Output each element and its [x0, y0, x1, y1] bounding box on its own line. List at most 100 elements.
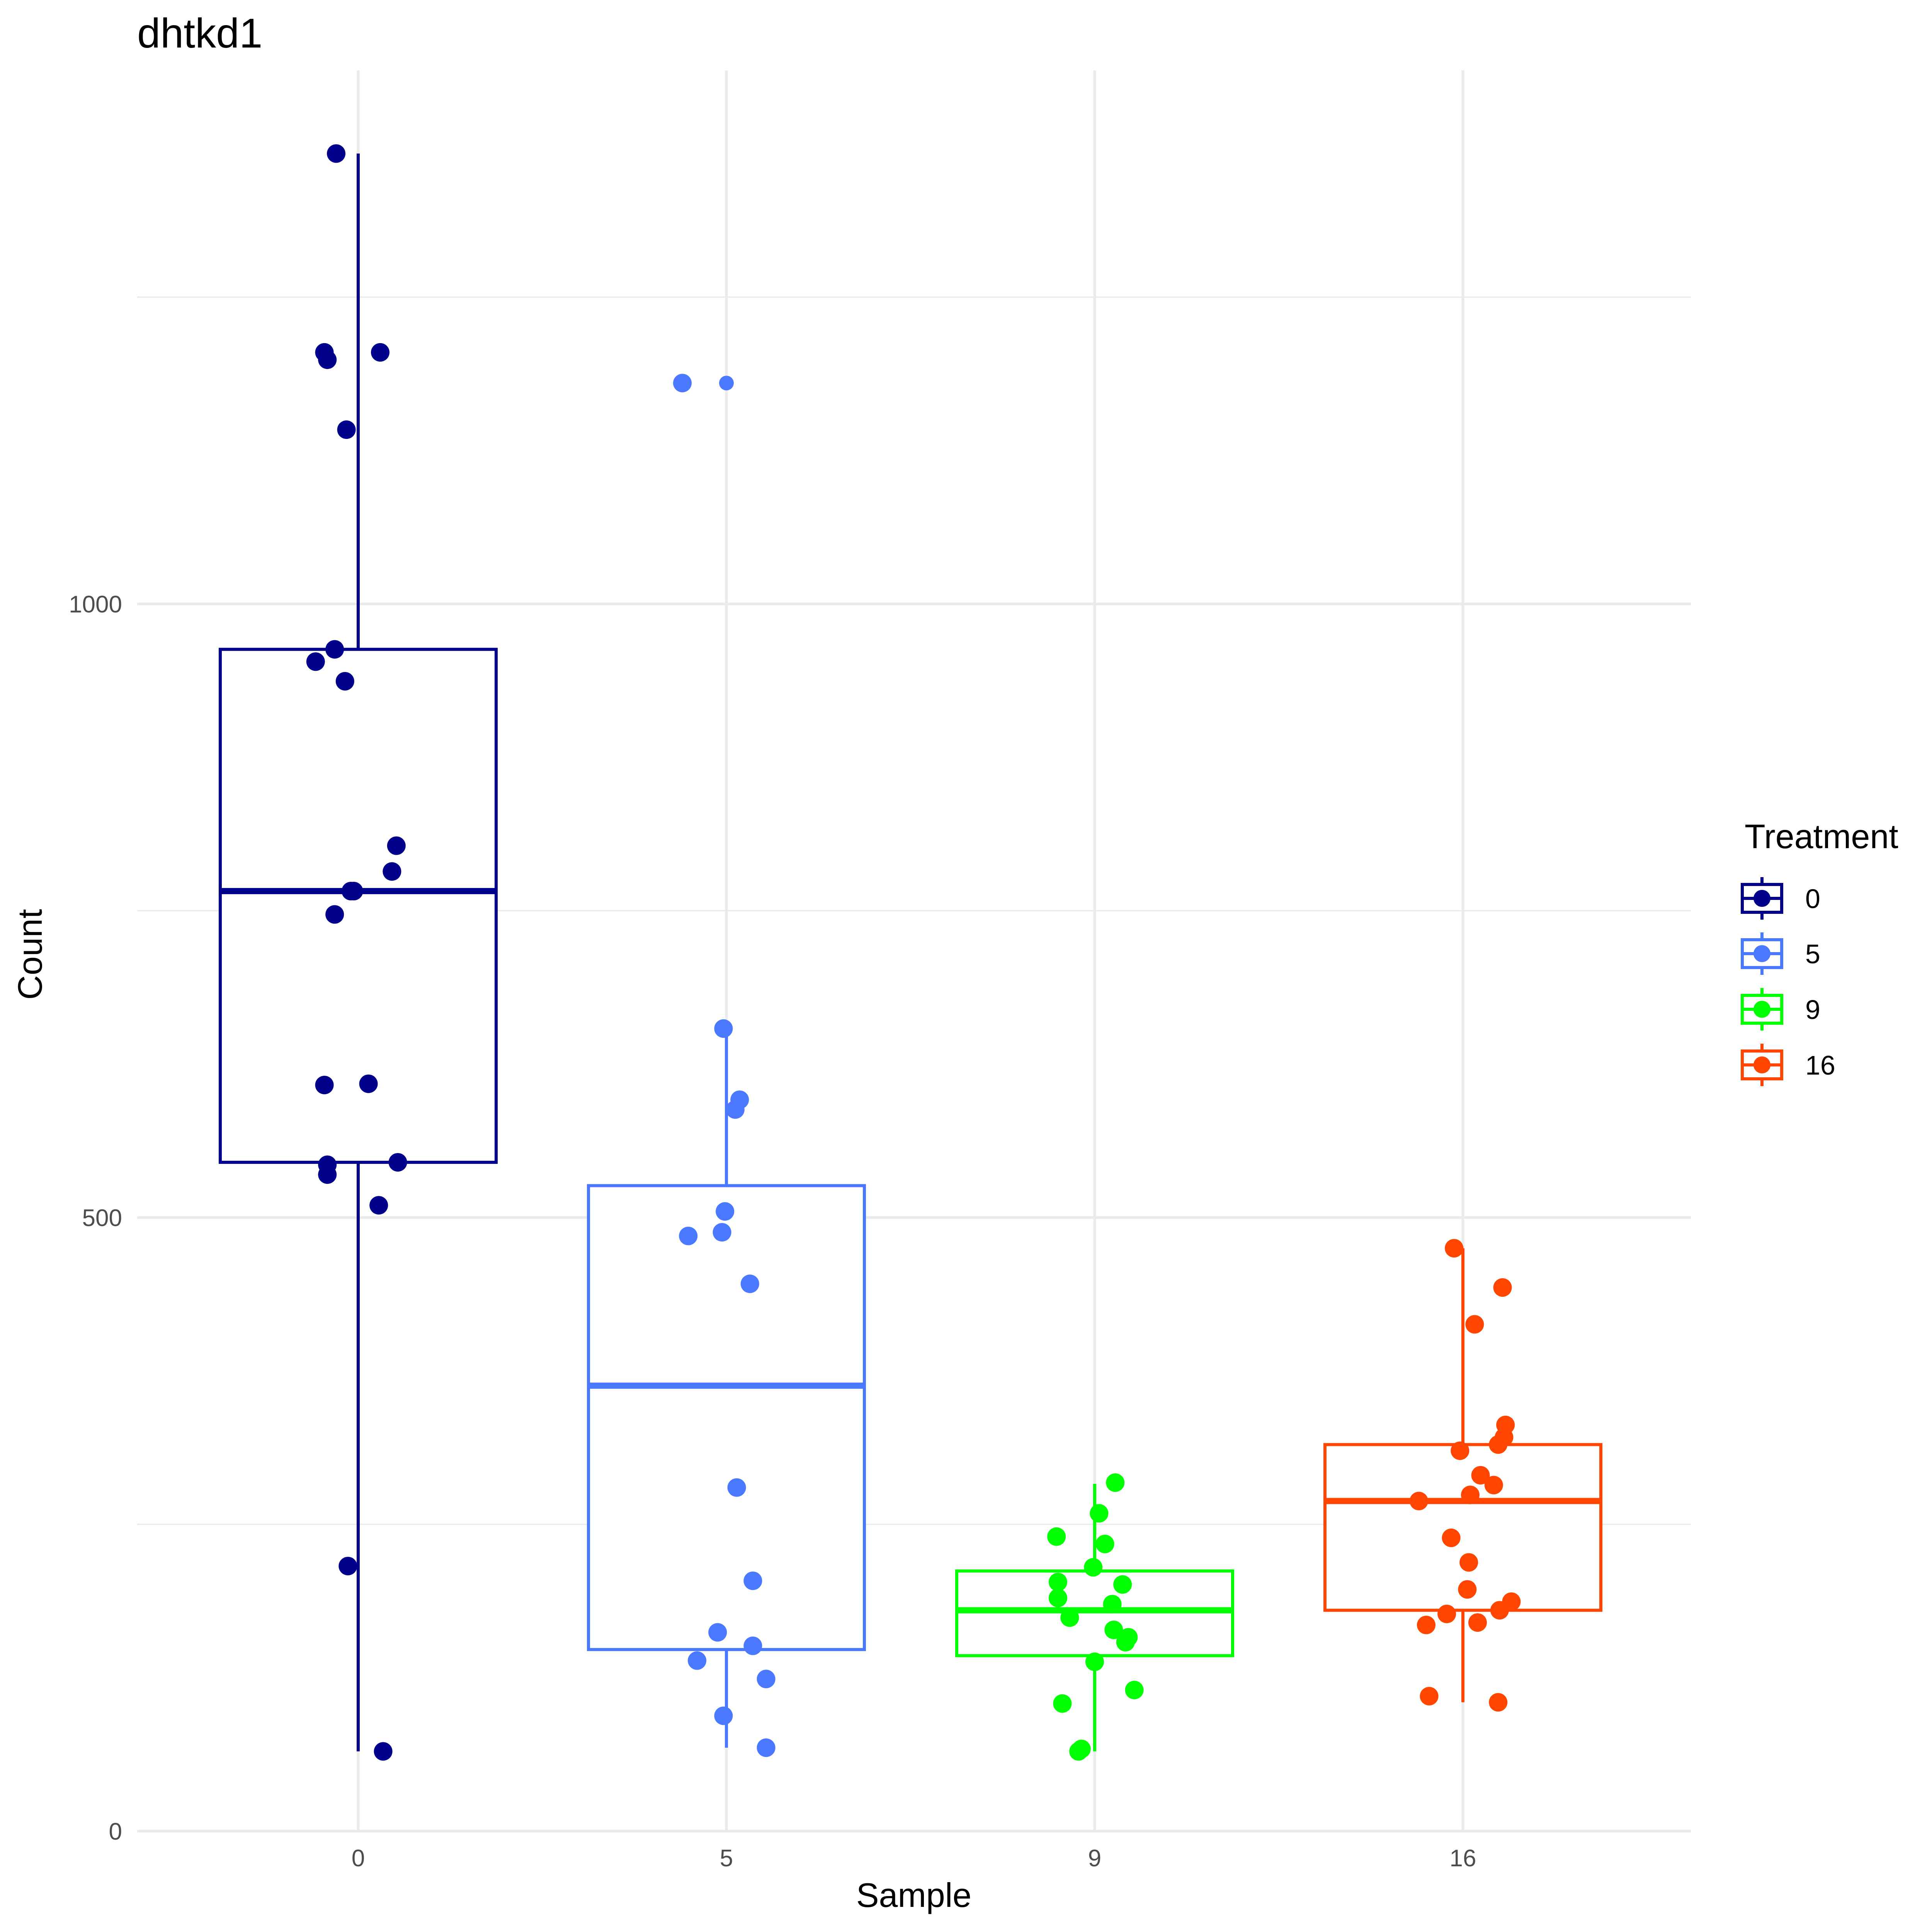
legend-entry-5: 5: [1741, 932, 1820, 975]
data-point: [1489, 1693, 1508, 1712]
data-point: [1116, 1633, 1135, 1651]
data-point: [325, 905, 344, 924]
data-point: [757, 1670, 776, 1689]
data-point: [708, 1623, 727, 1642]
data-point: [726, 1100, 745, 1119]
data-point: [679, 1226, 698, 1245]
data-point: [383, 862, 401, 881]
data-point: [318, 350, 337, 369]
data-point: [1085, 1652, 1104, 1671]
data-point: [344, 882, 363, 901]
outlier-point: [719, 376, 734, 391]
data-point: [1095, 1534, 1114, 1553]
x-tick-label-0: 0: [352, 1845, 365, 1872]
data-point: [315, 1075, 334, 1094]
data-point: [335, 672, 354, 691]
legend-label-5: 5: [1805, 939, 1820, 969]
data-point: [1458, 1580, 1477, 1599]
data-point: [374, 1742, 393, 1761]
data-point: [1459, 1553, 1478, 1572]
points: [306, 144, 1521, 1761]
legend-label-9: 9: [1805, 995, 1820, 1025]
legend-label-0: 0: [1805, 884, 1820, 914]
legend: Treatment 0 5 9 16: [1741, 817, 1898, 1086]
data-point: [1104, 1621, 1123, 1639]
data-point: [713, 1223, 731, 1242]
data-point: [743, 1571, 762, 1590]
data-point: [1049, 1573, 1067, 1592]
box-iqr: [219, 648, 498, 1164]
data-point: [1410, 1492, 1428, 1510]
data-point: [1420, 1687, 1439, 1706]
data-point: [1442, 1528, 1461, 1547]
boxes: [219, 153, 1602, 1752]
data-point: [371, 343, 389, 362]
data-point: [1484, 1476, 1503, 1495]
y-axis-title: Count: [11, 909, 49, 1000]
x-tick-label-5: 5: [720, 1845, 733, 1872]
data-point: [714, 1019, 733, 1038]
points-0: [306, 144, 407, 1761]
data-point: [1465, 1315, 1484, 1334]
data-point: [757, 1738, 776, 1757]
points-5: [673, 374, 776, 1757]
legend-key-point: [1753, 1001, 1770, 1018]
x-tick-label-9: 9: [1088, 1845, 1101, 1872]
data-point: [327, 144, 345, 163]
data-point: [1084, 1558, 1103, 1577]
data-point: [1090, 1504, 1109, 1523]
data-point: [1417, 1616, 1435, 1634]
data-point: [1451, 1441, 1469, 1460]
data-point: [727, 1478, 746, 1497]
box-0: [219, 153, 498, 1752]
data-point: [1461, 1485, 1480, 1504]
data-point: [740, 1274, 759, 1293]
legend-key-point: [1753, 1056, 1770, 1073]
legend-label-16: 16: [1805, 1050, 1835, 1080]
data-point: [369, 1196, 388, 1215]
y-tick-label-0: 0: [109, 1818, 122, 1845]
data-point: [306, 652, 325, 671]
data-point: [1069, 1742, 1088, 1761]
data-point: [388, 1153, 407, 1172]
data-point: [1049, 1588, 1067, 1607]
data-point: [338, 1556, 357, 1575]
points-9: [1047, 1473, 1144, 1761]
data-point: [716, 1202, 735, 1221]
y-tick-label-1000: 1000: [69, 591, 122, 618]
data-point: [1493, 1278, 1512, 1297]
data-point: [1113, 1575, 1132, 1594]
data-point: [1490, 1601, 1509, 1620]
data-point: [1106, 1473, 1125, 1492]
data-point: [1437, 1604, 1456, 1623]
data-point: [359, 1074, 378, 1093]
legend-title: Treatment: [1745, 817, 1898, 855]
data-point: [688, 1651, 706, 1670]
y-axis-ticks: 0 500 1000: [69, 591, 122, 1845]
x-axis-ticks: 0 5 9 16: [352, 1845, 1476, 1872]
data-point: [1125, 1680, 1144, 1699]
data-point: [318, 1165, 337, 1184]
box-iqr: [587, 1184, 866, 1651]
data-point: [387, 836, 406, 855]
x-tick-label-16: 16: [1450, 1845, 1476, 1872]
legend-entry-16: 16: [1741, 1044, 1835, 1086]
data-point: [325, 640, 344, 659]
data-point: [1445, 1239, 1464, 1258]
chart-title: dhtkd1: [137, 10, 262, 56]
data-point: [1489, 1435, 1508, 1454]
box-5: [587, 376, 866, 1748]
data-point: [1471, 1466, 1490, 1485]
data-point: [337, 420, 356, 439]
data-point: [1103, 1595, 1122, 1614]
y-tick-label-500: 500: [82, 1205, 122, 1231]
points-16: [1410, 1239, 1521, 1712]
legend-entry-0: 0: [1741, 877, 1820, 920]
data-point: [1468, 1613, 1487, 1632]
data-point: [714, 1706, 733, 1725]
legend-entry-9: 9: [1741, 988, 1820, 1031]
data-point: [1060, 1608, 1079, 1627]
data-point: [673, 374, 692, 393]
data-point: [743, 1636, 762, 1655]
